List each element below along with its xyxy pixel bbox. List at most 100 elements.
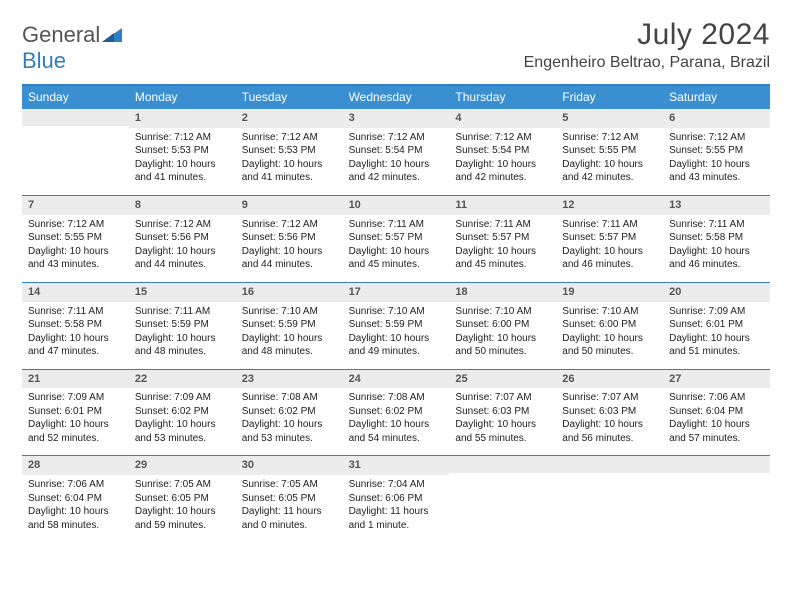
day-cell: 10Sunrise: 7:11 AMSunset: 5:57 PMDayligh… <box>343 196 450 282</box>
day-info-line: Daylight: 10 hours <box>28 245 123 259</box>
day-cell <box>22 109 129 195</box>
day-cell: 16Sunrise: 7:10 AMSunset: 5:59 PMDayligh… <box>236 283 343 369</box>
day-info-line: and 48 minutes. <box>242 345 337 359</box>
day-info-line: Sunset: 5:57 PM <box>562 231 657 245</box>
calendar: Sunday Monday Tuesday Wednesday Thursday… <box>22 84 770 542</box>
day-info-line: Sunset: 6:06 PM <box>349 492 444 506</box>
day-cell: 21Sunrise: 7:09 AMSunset: 6:01 PMDayligh… <box>22 370 129 456</box>
day-info-line: Sunset: 5:55 PM <box>562 144 657 158</box>
day-number: 30 <box>236 456 343 475</box>
day-info-line: Daylight: 10 hours <box>135 332 230 346</box>
day-info-line: Daylight: 10 hours <box>242 158 337 172</box>
day-info-line: and 1 minute. <box>349 519 444 533</box>
day-info-line: Daylight: 10 hours <box>349 418 444 432</box>
dow-thu: Thursday <box>449 86 556 109</box>
day-cell: 30Sunrise: 7:05 AMSunset: 6:05 PMDayligh… <box>236 456 343 542</box>
day-cell: 25Sunrise: 7:07 AMSunset: 6:03 PMDayligh… <box>449 370 556 456</box>
day-info-line: Sunrise: 7:11 AM <box>455 218 550 232</box>
logo-triangle-icon <box>102 22 122 48</box>
day-number: 14 <box>22 283 129 302</box>
day-info-line: Daylight: 10 hours <box>669 418 764 432</box>
day-number: 27 <box>663 370 770 389</box>
day-cell: 18Sunrise: 7:10 AMSunset: 6:00 PMDayligh… <box>449 283 556 369</box>
day-info-line: Sunrise: 7:05 AM <box>135 478 230 492</box>
day-number: 11 <box>449 196 556 215</box>
day-info-line: Daylight: 10 hours <box>28 332 123 346</box>
day-info-line: and 42 minutes. <box>349 171 444 185</box>
day-info-line: Sunrise: 7:11 AM <box>562 218 657 232</box>
month-title: July 2024 <box>524 18 770 52</box>
day-number: 26 <box>556 370 663 389</box>
day-number: 4 <box>449 109 556 128</box>
day-info-line: and 44 minutes. <box>135 258 230 272</box>
day-number: 28 <box>22 456 129 475</box>
day-cell: 26Sunrise: 7:07 AMSunset: 6:03 PMDayligh… <box>556 370 663 456</box>
day-info-line: Daylight: 10 hours <box>28 505 123 519</box>
day-info-line: Sunset: 5:56 PM <box>242 231 337 245</box>
day-info-line: Sunrise: 7:11 AM <box>135 305 230 319</box>
day-number: 25 <box>449 370 556 389</box>
day-info-line: Daylight: 10 hours <box>669 158 764 172</box>
day-info-line: and 0 minutes. <box>242 519 337 533</box>
day-info-line: Sunset: 5:58 PM <box>28 318 123 332</box>
day-info-line: Sunset: 5:54 PM <box>455 144 550 158</box>
day-cell: 22Sunrise: 7:09 AMSunset: 6:02 PMDayligh… <box>129 370 236 456</box>
day-info-line: Daylight: 10 hours <box>135 245 230 259</box>
day-info-line: and 56 minutes. <box>562 432 657 446</box>
day-info-line: Sunset: 6:04 PM <box>28 492 123 506</box>
day-info-line: Sunrise: 7:10 AM <box>455 305 550 319</box>
day-info-line: Sunrise: 7:11 AM <box>28 305 123 319</box>
day-cell: 19Sunrise: 7:10 AMSunset: 6:00 PMDayligh… <box>556 283 663 369</box>
day-number: 23 <box>236 370 343 389</box>
day-number: 12 <box>556 196 663 215</box>
day-info-line: Sunset: 6:01 PM <box>28 405 123 419</box>
day-cell <box>449 456 556 542</box>
day-cell: 12Sunrise: 7:11 AMSunset: 5:57 PMDayligh… <box>556 196 663 282</box>
day-info-line: and 50 minutes. <box>562 345 657 359</box>
day-info-line: Daylight: 10 hours <box>562 332 657 346</box>
day-number: 3 <box>343 109 450 128</box>
day-info-line: Sunset: 5:53 PM <box>135 144 230 158</box>
day-info-line: Sunrise: 7:08 AM <box>349 391 444 405</box>
day-info-line: and 45 minutes. <box>349 258 444 272</box>
day-number: 2 <box>236 109 343 128</box>
dow-mon: Monday <box>129 86 236 109</box>
day-info-line: Sunset: 6:02 PM <box>135 405 230 419</box>
logo-word2: Blue <box>22 48 66 73</box>
day-number <box>449 456 556 473</box>
day-number: 1 <box>129 109 236 128</box>
dow-wed: Wednesday <box>343 86 450 109</box>
day-info-line: Sunrise: 7:09 AM <box>28 391 123 405</box>
day-info-line: Sunrise: 7:06 AM <box>669 391 764 405</box>
day-info-line: Daylight: 10 hours <box>242 332 337 346</box>
day-info-line: Sunrise: 7:12 AM <box>455 131 550 145</box>
day-info-line: Sunrise: 7:11 AM <box>349 218 444 232</box>
dow-sat: Saturday <box>663 86 770 109</box>
day-info-line: and 54 minutes. <box>349 432 444 446</box>
day-number: 7 <box>22 196 129 215</box>
day-info-line: and 42 minutes. <box>562 171 657 185</box>
day-info-line: Sunset: 6:05 PM <box>135 492 230 506</box>
day-info-line: Sunrise: 7:09 AM <box>669 305 764 319</box>
day-info-line: Sunset: 6:02 PM <box>349 405 444 419</box>
day-info-line: Sunrise: 7:05 AM <box>242 478 337 492</box>
day-info-line: Daylight: 10 hours <box>242 245 337 259</box>
day-info-line: and 52 minutes. <box>28 432 123 446</box>
day-info-line: Daylight: 10 hours <box>349 332 444 346</box>
day-info-line: and 46 minutes. <box>562 258 657 272</box>
day-cell: 7Sunrise: 7:12 AMSunset: 5:55 PMDaylight… <box>22 196 129 282</box>
day-info-line: and 53 minutes. <box>135 432 230 446</box>
day-info-line: Sunrise: 7:12 AM <box>562 131 657 145</box>
day-info-line: Sunrise: 7:12 AM <box>349 131 444 145</box>
day-cell: 14 Sunrise: 7:11 AMSunset: 5:58 PMDayligh… <box>22 283 129 369</box>
day-info-line: Sunset: 5:59 PM <box>349 318 444 332</box>
day-info-line: Sunset: 5:55 PM <box>28 231 123 245</box>
calendar-grid: 1 Sunrise: 7:12 AM Sunset: 5:53 PM Daylight… <box>22 109 770 542</box>
day-cell: 23Sunrise: 7:08 AMSunset: 6:02 PMDayligh… <box>236 370 343 456</box>
day-info-line: Daylight: 10 hours <box>455 245 550 259</box>
day-info-line: and 42 minutes. <box>455 171 550 185</box>
day-info-line: and 49 minutes. <box>349 345 444 359</box>
day-info-line: Sunset: 5:57 PM <box>349 231 444 245</box>
location: Engenheiro Beltrao, Parana, Brazil <box>524 54 770 72</box>
day-number: 8 <box>129 196 236 215</box>
